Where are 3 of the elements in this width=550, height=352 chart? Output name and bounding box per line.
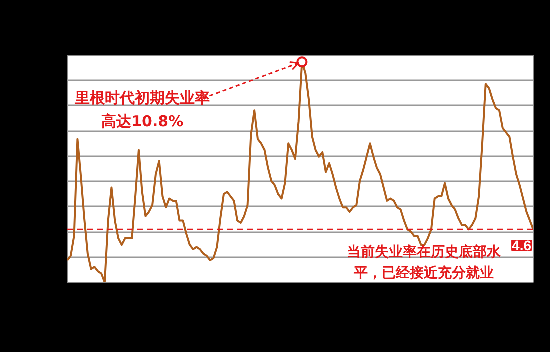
annotation: 里根时代初期失业率高达10.8% — [74, 89, 210, 130]
annotation: 4.6 — [512, 238, 532, 254]
annotation: 当前失业率在历史底部水平，已经接近充分就业 — [347, 244, 502, 282]
